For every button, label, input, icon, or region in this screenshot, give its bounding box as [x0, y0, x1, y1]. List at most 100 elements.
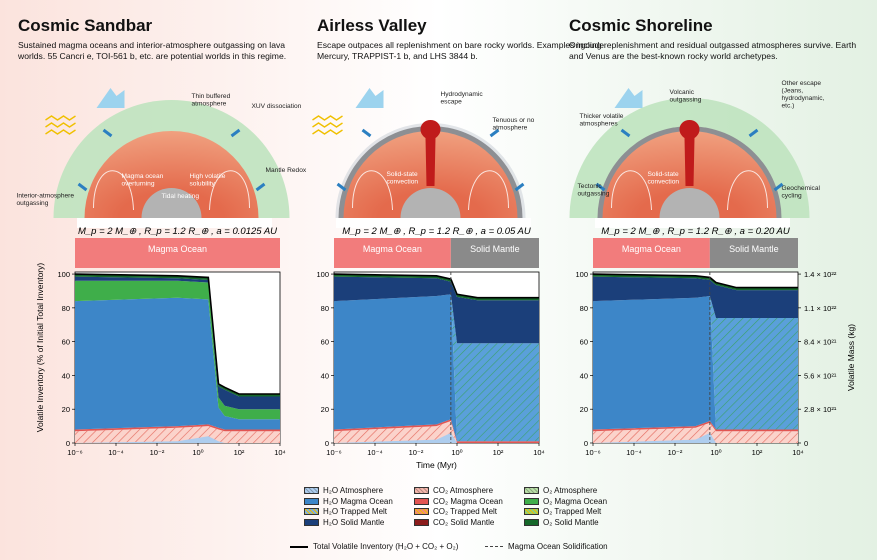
phase-band-magma	[334, 238, 451, 268]
core	[141, 188, 202, 218]
illustration-label-line: (Jeans,	[782, 88, 804, 95]
escape-arrow-icon	[614, 88, 643, 108]
right-tick-label: 0	[804, 439, 808, 448]
legend: H₂O Atmosphere CO₂ Atmosphere O₂ Atmospher…	[290, 486, 720, 551]
illustration-label-line: Geochemical	[782, 185, 821, 192]
illustration-label: Mantle Redox	[266, 167, 307, 174]
outgassing-arrow	[514, 182, 525, 192]
panel-description: Escape outpaces all replenishment on bar…	[317, 40, 605, 61]
stellar-radiation-icon	[45, 122, 76, 128]
legend-swatch	[524, 487, 539, 494]
legend-item: O₂ Trapped Melt	[524, 507, 601, 516]
phase-band-label: Magma Ocean	[363, 244, 422, 254]
illustration-label-line: Magma ocean	[122, 173, 164, 180]
area-h2o-solid-mantle	[334, 294, 539, 442]
area-h2o-magma-ocean	[334, 294, 539, 442]
illustration-label-line: cycling	[782, 193, 802, 200]
legend-item: H₂O Solid Mantle	[304, 518, 384, 527]
panel-title: Cosmic Shoreline	[569, 16, 713, 35]
stellar-radiation-icon	[312, 129, 343, 135]
x-tick-label: 10⁻²	[150, 448, 165, 457]
outgassing-arrow	[255, 182, 266, 192]
illustration-label: Thin buffered atmosphere	[192, 93, 231, 108]
illustration-label-line: atmospheres	[580, 121, 619, 128]
area-o2-solid-mantle	[334, 274, 539, 301]
illustration-label: High volatile solubility	[190, 173, 226, 188]
illustration-label-line: Tidal heating	[162, 193, 200, 200]
illustration-label-line: solubility	[190, 181, 216, 188]
legend-swatch	[414, 508, 429, 515]
legend-item: H₂O Trapped Melt	[304, 507, 387, 516]
legend-solidification: Magma Ocean Solidification	[485, 542, 608, 551]
y-tick-label: 20	[62, 405, 70, 414]
x-tick-label: 10⁻⁴	[108, 448, 124, 457]
convection-arrow	[352, 170, 393, 211]
stellar-radiation-icon	[312, 115, 343, 121]
escape-arrow-icon	[96, 88, 125, 108]
convection-arrow	[611, 170, 652, 211]
mantle-plume	[679, 120, 700, 186]
panel-title: Cosmic Sandbar	[18, 16, 153, 35]
y-tick-label: 40	[321, 371, 329, 380]
illustration-label: Tectonic outgassing	[578, 183, 610, 198]
stellar-radiation-icon	[45, 115, 76, 121]
illustration-label-line: atmosphere	[493, 125, 528, 132]
illustration-label: Hydrodynamic escape	[441, 91, 484, 106]
planet-parameters: M_p = 2 M_⊕ , R_p = 1.2 R_⊕ , a = 0.05 A…	[342, 226, 531, 237]
illustration-label: Other escape (Jeans, hydrodynamic, etc.)	[782, 80, 825, 110]
area-o2-magma-ocean	[75, 280, 280, 420]
area-co2-atmosphere	[593, 422, 798, 443]
legend-swatch	[414, 487, 429, 494]
legend-label: O₂ Atmosphere	[543, 486, 598, 495]
phase-band-magma	[593, 238, 710, 268]
phase-band-label: Magma Ocean	[622, 244, 681, 254]
convection-arrow	[727, 170, 768, 211]
convection-arrow	[209, 170, 250, 211]
legend-label: CO₂ Solid Mantle	[433, 517, 495, 527]
legend-swatch	[414, 497, 429, 505]
mantle	[84, 131, 259, 218]
legend-label: Magma Ocean Solidification	[508, 542, 608, 551]
right-tick-label: 8.4 × 10²¹	[804, 338, 837, 347]
illustration-label-line: convection	[648, 179, 680, 186]
legend-swatch	[524, 518, 539, 526]
illustration-label-line: Tenuous or no	[493, 117, 535, 124]
illustration-label-line: atmosphere	[192, 101, 227, 108]
planet-illustration: Thin buffered atmosphere XUV dissociation M…	[17, 88, 307, 228]
x-tick-label: 10²	[752, 448, 763, 457]
phase-band-solid	[709, 238, 798, 268]
illustration-label-line: etc.)	[782, 103, 795, 110]
legend-label: CO₂ Magma Ocean	[433, 496, 503, 506]
legend-item: CO₂ Magma Ocean	[414, 497, 503, 506]
outgassing-arrow	[748, 128, 759, 138]
legend-item: O₂ Solid Mantle	[524, 518, 599, 527]
phase-band-label: Magma Ocean	[148, 244, 207, 254]
area-h2o-solid-mantle	[593, 296, 798, 430]
outgassing-arrow	[102, 128, 113, 138]
y-tick-label: 40	[62, 371, 70, 380]
x-tick-label: 10⁻⁶	[585, 448, 600, 457]
illustration-label-line: Volcanic	[670, 89, 695, 96]
illustration-label: Magma ocean overturning	[122, 173, 164, 188]
illustration-label-line: XUV dissociation	[252, 103, 302, 110]
volatile-chart: 10⁻⁶ 10⁻⁴ 10⁻² 10⁰ 10² 10⁴ 0 20 40 60 80 100 Volatil…	[35, 263, 286, 457]
x-tick-label: 10⁴	[274, 448, 286, 457]
right-axis-label: Volatile Mass (kg)	[846, 324, 856, 391]
legend-label: O₂ Solid Mantle	[543, 517, 599, 527]
illustration-label: Volcanic outgassing	[670, 89, 702, 104]
planet-illustration: Hydrodynamic escape Tenuous or no atmospher…	[312, 88, 535, 228]
legend-item: CO₂ Solid Mantle	[414, 518, 494, 527]
area-co2-atmosphere	[334, 421, 539, 443]
right-tick-label: 1.1 × 10²²	[804, 304, 837, 313]
legend-line-swatch	[290, 545, 308, 548]
total-inventory-line	[74, 273, 280, 395]
illustration-label: Interior-atmosphere outgassing	[17, 193, 75, 208]
outgassing-arrow	[620, 128, 631, 138]
stellar-radiation-icon	[45, 129, 76, 135]
illustration-label-line: Interior-atmosphere	[17, 193, 75, 200]
legend-label: CO₂ Atmosphere	[433, 486, 494, 495]
legend-label: H₂O Solid Mantle	[323, 517, 385, 527]
stellar-radiation-icon	[312, 122, 343, 128]
volatile-chart: 10⁻⁶ 10⁻⁴ 10⁻² 10⁰ 10² 10⁴ 0 20 40 60 80 100 Time (M…	[316, 270, 544, 470]
